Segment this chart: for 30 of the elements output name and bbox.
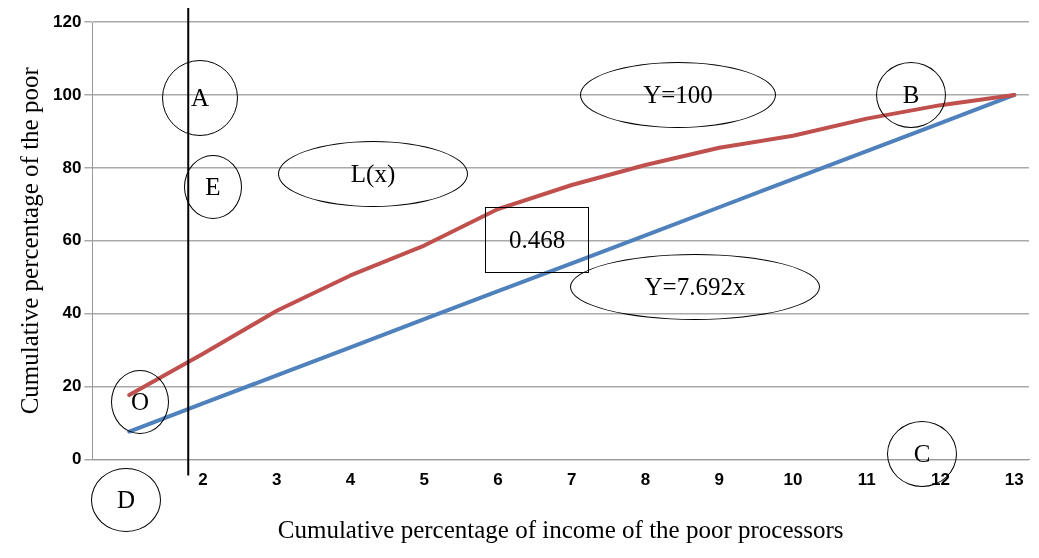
- y-axis-title: Cumulative percentage of the poor: [15, 66, 43, 415]
- x-tick-label: 5: [419, 470, 429, 490]
- y-tick-label: 20: [62, 376, 82, 396]
- x-tick-label: 9: [714, 470, 724, 490]
- y-tick-label: 80: [62, 157, 82, 177]
- x-tick-label: 11: [857, 470, 876, 490]
- y-tick-label: 0: [71, 449, 82, 469]
- y-tick-label: 120: [52, 11, 82, 31]
- annotation: Y=7.692x: [643, 273, 747, 301]
- y-tick-label: 40: [62, 303, 82, 323]
- y-tick-label: 60: [62, 230, 82, 250]
- annotation: L(x): [349, 160, 397, 188]
- annotation: 0.468: [507, 226, 567, 254]
- x-tick-label: 3: [272, 470, 282, 490]
- annotation: A: [189, 84, 211, 112]
- x-tick-label: 13: [1004, 470, 1024, 490]
- annotation: C: [912, 440, 932, 468]
- text: D: [115, 486, 137, 514]
- annotation: E: [204, 173, 222, 201]
- x-tick-label: 10: [783, 470, 803, 490]
- x-tick-label: 7: [567, 470, 577, 490]
- annotation: Y=100: [642, 81, 714, 109]
- x-tick-label: 8: [640, 470, 651, 490]
- x-tick-label: 6: [493, 470, 503, 490]
- x-tick-label: 4: [345, 470, 356, 490]
- x-axis-title: Cumulative percentage of income of the poor processors: [277, 515, 844, 543]
- annotation: B: [901, 81, 921, 109]
- annotation: O: [129, 388, 151, 416]
- x-tick-label: 2: [198, 470, 208, 490]
- y-tick-label: 100: [52, 84, 82, 104]
